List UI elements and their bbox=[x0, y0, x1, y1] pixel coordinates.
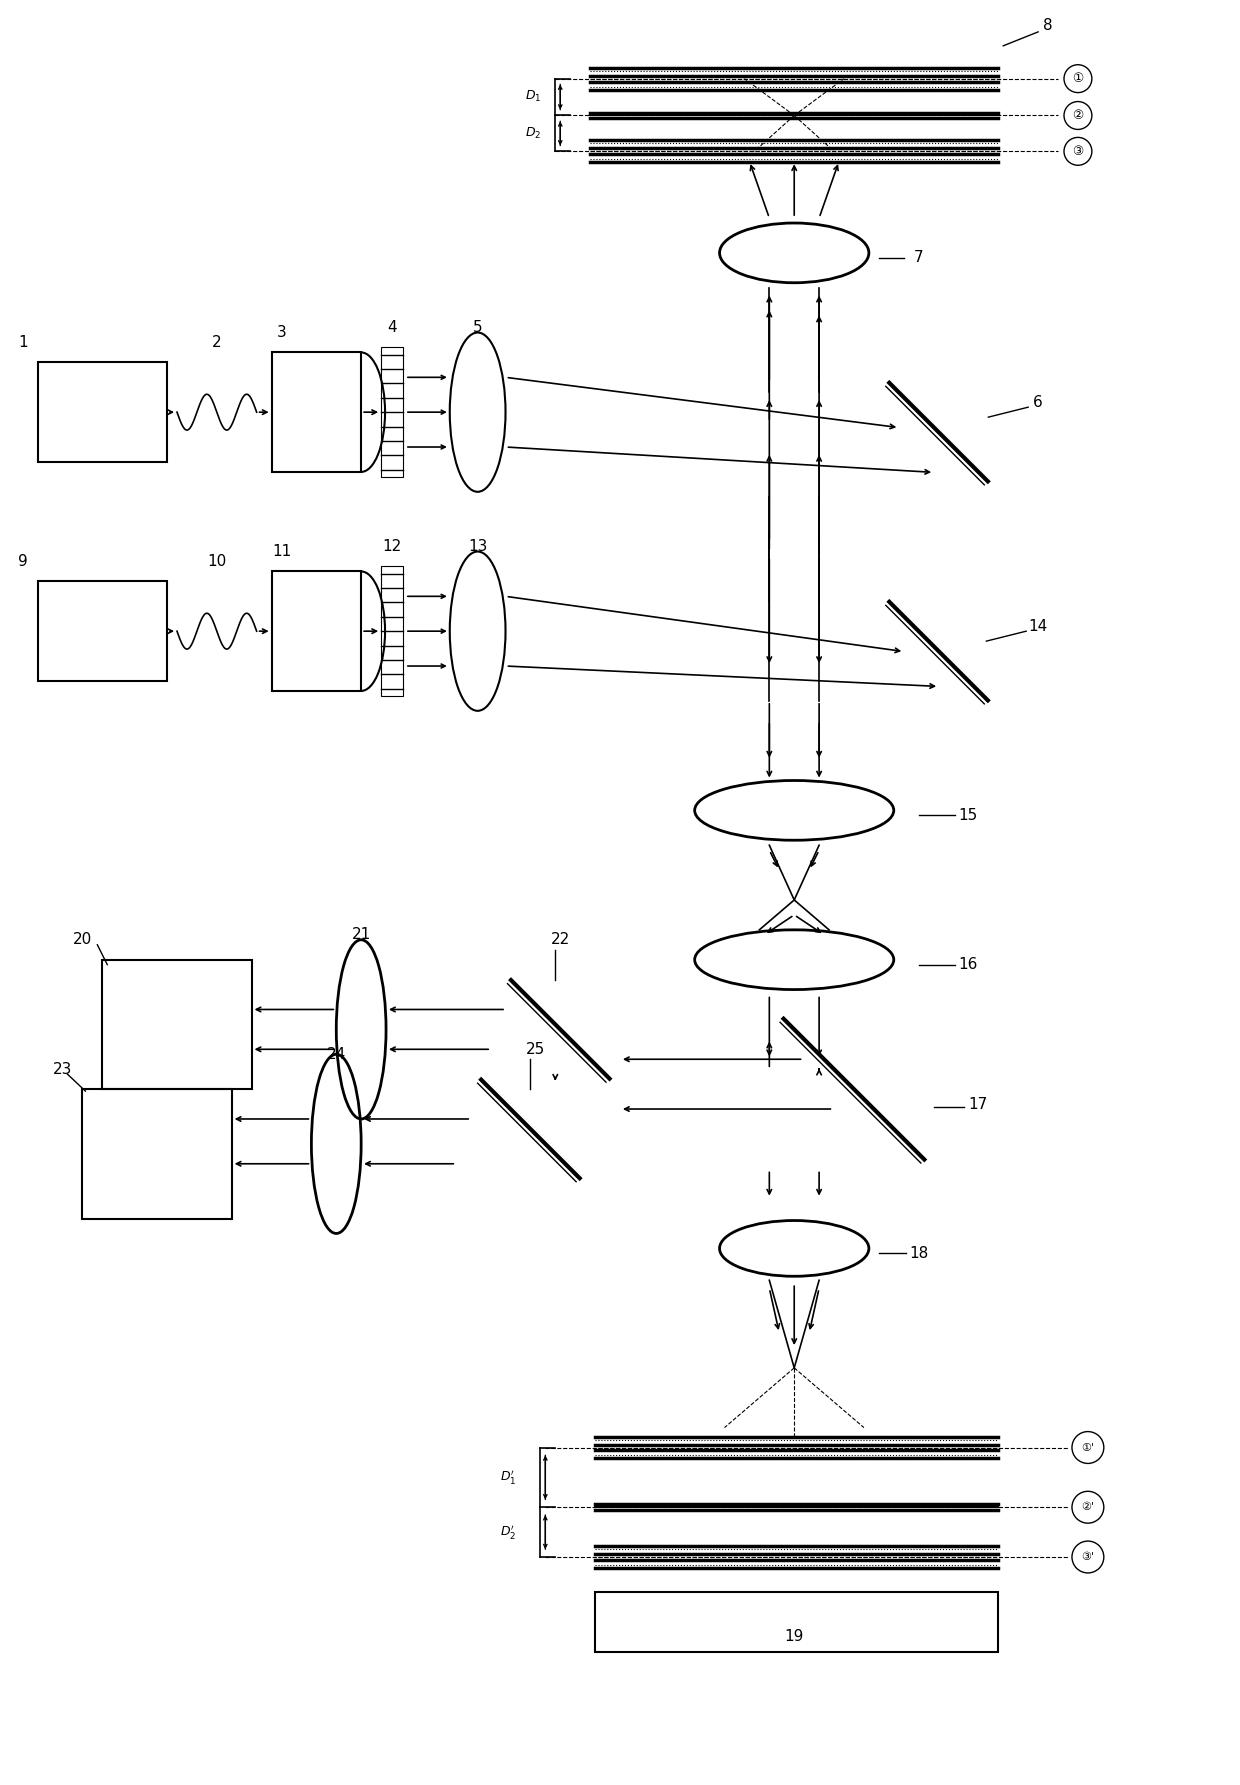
Bar bbox=[381, 566, 403, 696]
Text: 17: 17 bbox=[968, 1096, 988, 1112]
Text: 12: 12 bbox=[382, 539, 402, 553]
Text: 1: 1 bbox=[19, 336, 27, 350]
Text: ①': ①' bbox=[1081, 1442, 1095, 1453]
Text: 13: 13 bbox=[467, 539, 487, 553]
Text: 5: 5 bbox=[472, 320, 482, 336]
Text: $D_2'$: $D_2'$ bbox=[501, 1523, 517, 1540]
Text: 25: 25 bbox=[526, 1042, 546, 1057]
Text: ①: ① bbox=[1073, 71, 1084, 86]
Text: 4: 4 bbox=[387, 320, 397, 336]
Text: 2: 2 bbox=[212, 336, 222, 350]
Text: 18: 18 bbox=[909, 1246, 929, 1260]
Text: ②': ②' bbox=[1081, 1503, 1095, 1512]
Text: 11: 11 bbox=[272, 544, 291, 559]
Bar bbox=[37, 582, 167, 680]
Text: 9: 9 bbox=[17, 553, 27, 569]
Text: 15: 15 bbox=[959, 809, 978, 823]
Text: 23: 23 bbox=[53, 1062, 72, 1076]
Text: $D_1$: $D_1$ bbox=[526, 89, 542, 104]
Text: $D_2$: $D_2$ bbox=[526, 127, 542, 141]
Text: 16: 16 bbox=[959, 957, 978, 973]
Bar bbox=[272, 571, 361, 691]
Text: ③': ③' bbox=[1081, 1551, 1095, 1562]
Text: 6: 6 bbox=[1033, 394, 1043, 411]
Text: 3: 3 bbox=[277, 325, 286, 339]
Text: 20: 20 bbox=[73, 932, 92, 948]
Text: 21: 21 bbox=[351, 928, 371, 942]
Text: ③: ③ bbox=[1073, 145, 1084, 157]
Text: 24: 24 bbox=[326, 1046, 346, 1062]
Text: $D_1'$: $D_1'$ bbox=[500, 1469, 517, 1487]
Bar bbox=[272, 352, 361, 471]
Text: 8: 8 bbox=[1043, 18, 1053, 34]
Text: 22: 22 bbox=[551, 932, 570, 948]
Text: 7: 7 bbox=[914, 250, 924, 266]
Bar bbox=[595, 1592, 998, 1651]
Text: 14: 14 bbox=[1028, 619, 1048, 634]
Text: 19: 19 bbox=[785, 1630, 804, 1644]
Text: ②: ② bbox=[1073, 109, 1084, 121]
Bar bbox=[381, 348, 403, 477]
Bar bbox=[37, 362, 167, 462]
Bar bbox=[82, 1089, 232, 1219]
Text: 10: 10 bbox=[207, 553, 227, 569]
Bar bbox=[103, 960, 252, 1089]
